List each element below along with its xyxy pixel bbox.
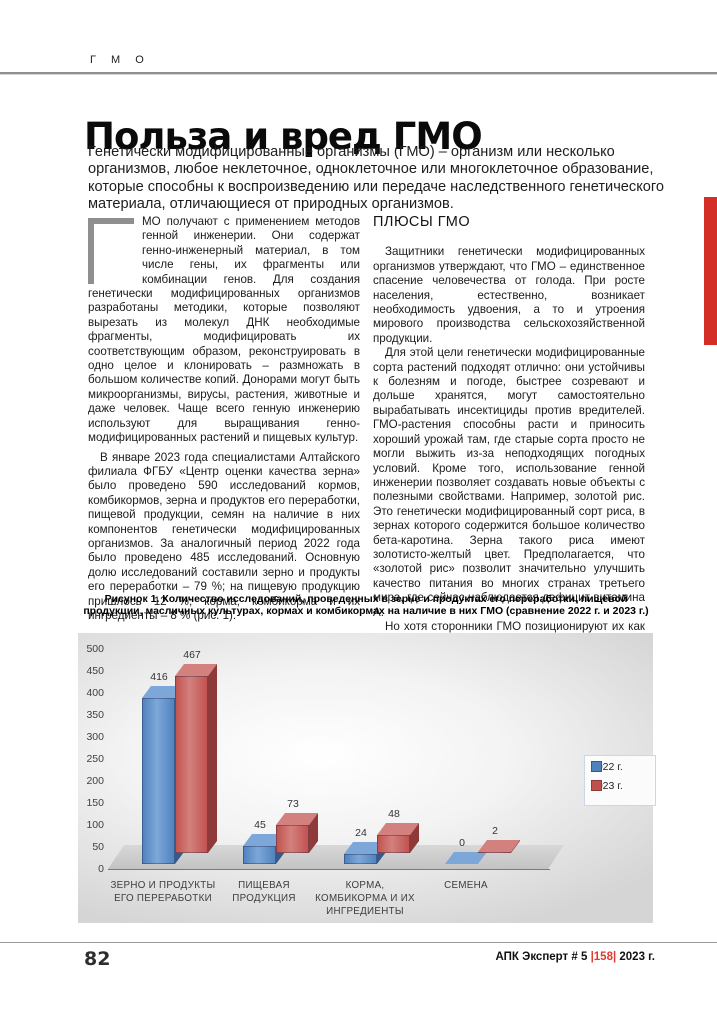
chart-y-tick-label: 500 [86,643,104,655]
footer-rule [0,942,717,943]
intro-paragraph: Генетически модифицированные организмы (… [88,144,664,212]
chart-bar [344,854,377,864]
chart-data-label: 45 [254,819,266,831]
page-title: Польза и вред ГМО [84,114,483,158]
chart-y-tick-label: 250 [86,753,104,765]
chart-bar-side-face [410,823,419,853]
chart-bar-top-face [276,813,318,825]
chart-bar-top-face [445,852,487,864]
dropcap-letter-g [88,218,134,284]
chart-data-label: 0 [459,837,465,849]
section-rule [0,72,717,75]
journal-year: 2023 г. [616,951,655,963]
chart-bar [243,846,276,864]
figure-chart: 0 50 100 150 200 250 300 350 400 450 500 416 467 ЗЕРН… [78,633,656,923]
chart-bar-side-face [208,664,217,853]
body-paragraph-1: МО получают с применением методов генной… [88,215,360,446]
section-label: Г М О [90,54,150,66]
chart-legend: 2022 г. 2023 г. [584,755,656,806]
left-column: МО получают с применением методов генной… [88,215,360,623]
chart-y-tick-label: 350 [86,709,104,721]
chart-y-tick-label: 400 [86,687,104,699]
chart-bar [175,676,208,853]
chart-bar-top-face [377,823,419,835]
chart-y-tick-label: 50 [92,841,104,853]
journal-issue-number: |158| [590,951,617,963]
figure-caption: Рисунок 1. Количество исследований, пров… [83,593,649,617]
chart-data-label: 24 [355,827,367,839]
chart-legend-item: 2023 г. [591,780,623,792]
body-paragraph-1-text: МО получают с применением методов генной… [88,215,360,445]
chart-bar [276,825,309,853]
subheading-plus-gmo: ПЛЮСЫ ГМО [373,214,471,230]
legend-swatch-icon [591,761,602,772]
chart-bar-side-face [377,842,386,864]
chart-bar-top-face [344,842,386,854]
chart-y-tick-label: 300 [86,731,104,743]
chart-y-tick-label: 200 [86,775,104,787]
page-number: 82 [84,948,111,970]
chart-y-tick-label: 150 [86,797,104,809]
body-paragraph-4: Для этой цели генетически модифицированн… [373,346,645,619]
chart-data-label: 73 [287,798,299,810]
chart-bar-top-face [175,664,217,676]
chart-data-label: 2 [492,825,498,837]
chart-category-label: ПИЩЕВАЯ ПРОДУКЦИЯ [232,880,296,904]
chart-y-tick-label: 100 [86,819,104,831]
chart-bar [478,852,511,853]
chart-bar-side-face [511,840,520,853]
right-column: ПЛЮСЫ ГМО Защитники генетически модифици… [373,215,645,663]
chart-category-label: ЗЕРНО И ПРОДУКТЫ ЕГО ПЕРЕРАБОТКИ [110,880,216,904]
chart-y-tick-label: 450 [86,665,104,677]
chart-bar-side-face [309,813,318,853]
chart-data-label: 467 [183,649,201,661]
chart-category-label: КОРМА, КОМБИКОРМА И ИХ ИНГРЕДИЕНТЫ [315,880,415,917]
chart-x-axis [108,869,550,870]
chart-bar-top-face [243,834,285,846]
chart-data-label: 48 [388,808,400,820]
chart-y-tick-label: 0 [98,863,104,875]
chart-bar [377,835,410,853]
chart-legend-item: 2022 г. [591,761,623,773]
chart-bar [142,698,175,864]
chart-category-label: СЕМЕНА [444,880,488,891]
chart-data-label: 416 [150,671,168,683]
chart-bar-top-face [478,840,520,852]
journal-credit: АПК Эксперт # 5 |158| 2023 г. [496,951,655,963]
body-paragraph-3: Защитники генетически модифицированных о… [373,245,645,345]
body-paragraph-2: В январе 2023 года специалистами Алтайск… [88,450,360,622]
legend-swatch-icon [591,780,602,791]
journal-name: АПК Эксперт # 5 [495,951,591,963]
red-accent-tab [704,197,717,345]
chart-bar-top-face [142,686,184,698]
